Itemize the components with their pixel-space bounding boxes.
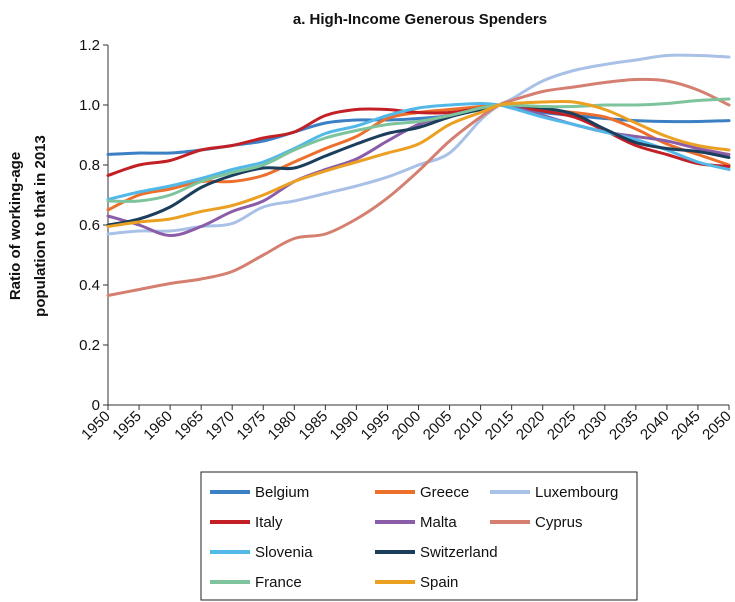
legend-label-italy: Italy — [255, 514, 283, 531]
x-tick-label: 2040 — [637, 408, 673, 444]
legend-label-greece: Greece — [420, 484, 469, 501]
x-tick-label: 2010 — [451, 408, 487, 444]
series-line-italy — [106, 103, 731, 177]
x-tick-label: 2025 — [544, 408, 580, 444]
x-ticks: 1950195519601965197019751980198519901995… — [78, 405, 735, 443]
x-tick-label: 2000 — [389, 408, 425, 444]
x-tick-label: 1960 — [140, 408, 176, 444]
x-tick-label: 2050 — [699, 408, 735, 444]
series-line-luxembourg — [106, 53, 731, 236]
x-tick-label: 1970 — [202, 408, 238, 444]
legend-box — [200, 471, 638, 601]
x-tick-label: 1955 — [109, 408, 145, 444]
legend: Belgium Greece Luxembourg Italy Malta Cyprus S… — [200, 471, 638, 601]
x-tick-label: 2005 — [420, 408, 456, 444]
series-line-spain — [106, 99, 731, 228]
legend-label-luxembourg: Luxembourg — [535, 484, 618, 501]
x-tick-label: 1990 — [327, 408, 363, 444]
y-ticks: 0 0.2 0.4 0.6 0.8 1.0 1.2 — [79, 37, 108, 414]
series-line-cyprus — [106, 77, 731, 297]
x-tick-label: 1965 — [171, 408, 207, 444]
y-axis-label-line-2: population to that in 2013 — [32, 135, 49, 317]
x-tick-label: 1975 — [233, 408, 269, 444]
legend-label-slovenia: Slovenia — [255, 544, 313, 561]
y-tick-label: 0.6 — [79, 217, 100, 234]
y-axis-label-line-1: Ratio of working-age — [7, 152, 24, 300]
x-tick-label: 2035 — [606, 408, 642, 444]
series-line-switzerland — [106, 103, 731, 227]
x-tick-label: 2045 — [668, 408, 704, 444]
y-tick-label: 1.2 — [79, 37, 100, 54]
legend-label-switzerland: Switzerland — [420, 544, 498, 561]
legend-label-cyprus: Cyprus — [535, 514, 583, 531]
y-tick-label: 0.4 — [79, 277, 100, 294]
y-tick-label: 1.0 — [79, 97, 100, 114]
y-axis-label: Ratio of working-age population to that … — [7, 135, 49, 317]
y-tick-label: 0.2 — [79, 337, 100, 354]
y-tick-label: 0 — [92, 397, 100, 414]
x-tick-label: 2030 — [575, 408, 611, 444]
chart-title: a. High-Income Generous Spenders — [293, 11, 547, 28]
series-lines — [106, 53, 731, 297]
legend-label-belgium: Belgium — [255, 484, 309, 501]
series-line-france — [106, 97, 731, 203]
legend-label-malta: Malta — [420, 514, 457, 531]
x-tick-label: 1985 — [296, 408, 332, 444]
x-tick-label: 1980 — [265, 408, 301, 444]
x-tick-label: 2020 — [513, 408, 549, 444]
x-tick-label: 1995 — [358, 408, 394, 444]
x-tick-label: 1950 — [78, 408, 114, 444]
y-tick-label: 0.8 — [79, 157, 100, 174]
legend-label-france: France — [255, 574, 302, 591]
legend-label-spain: Spain — [420, 574, 458, 591]
x-tick-label: 2015 — [482, 408, 518, 444]
